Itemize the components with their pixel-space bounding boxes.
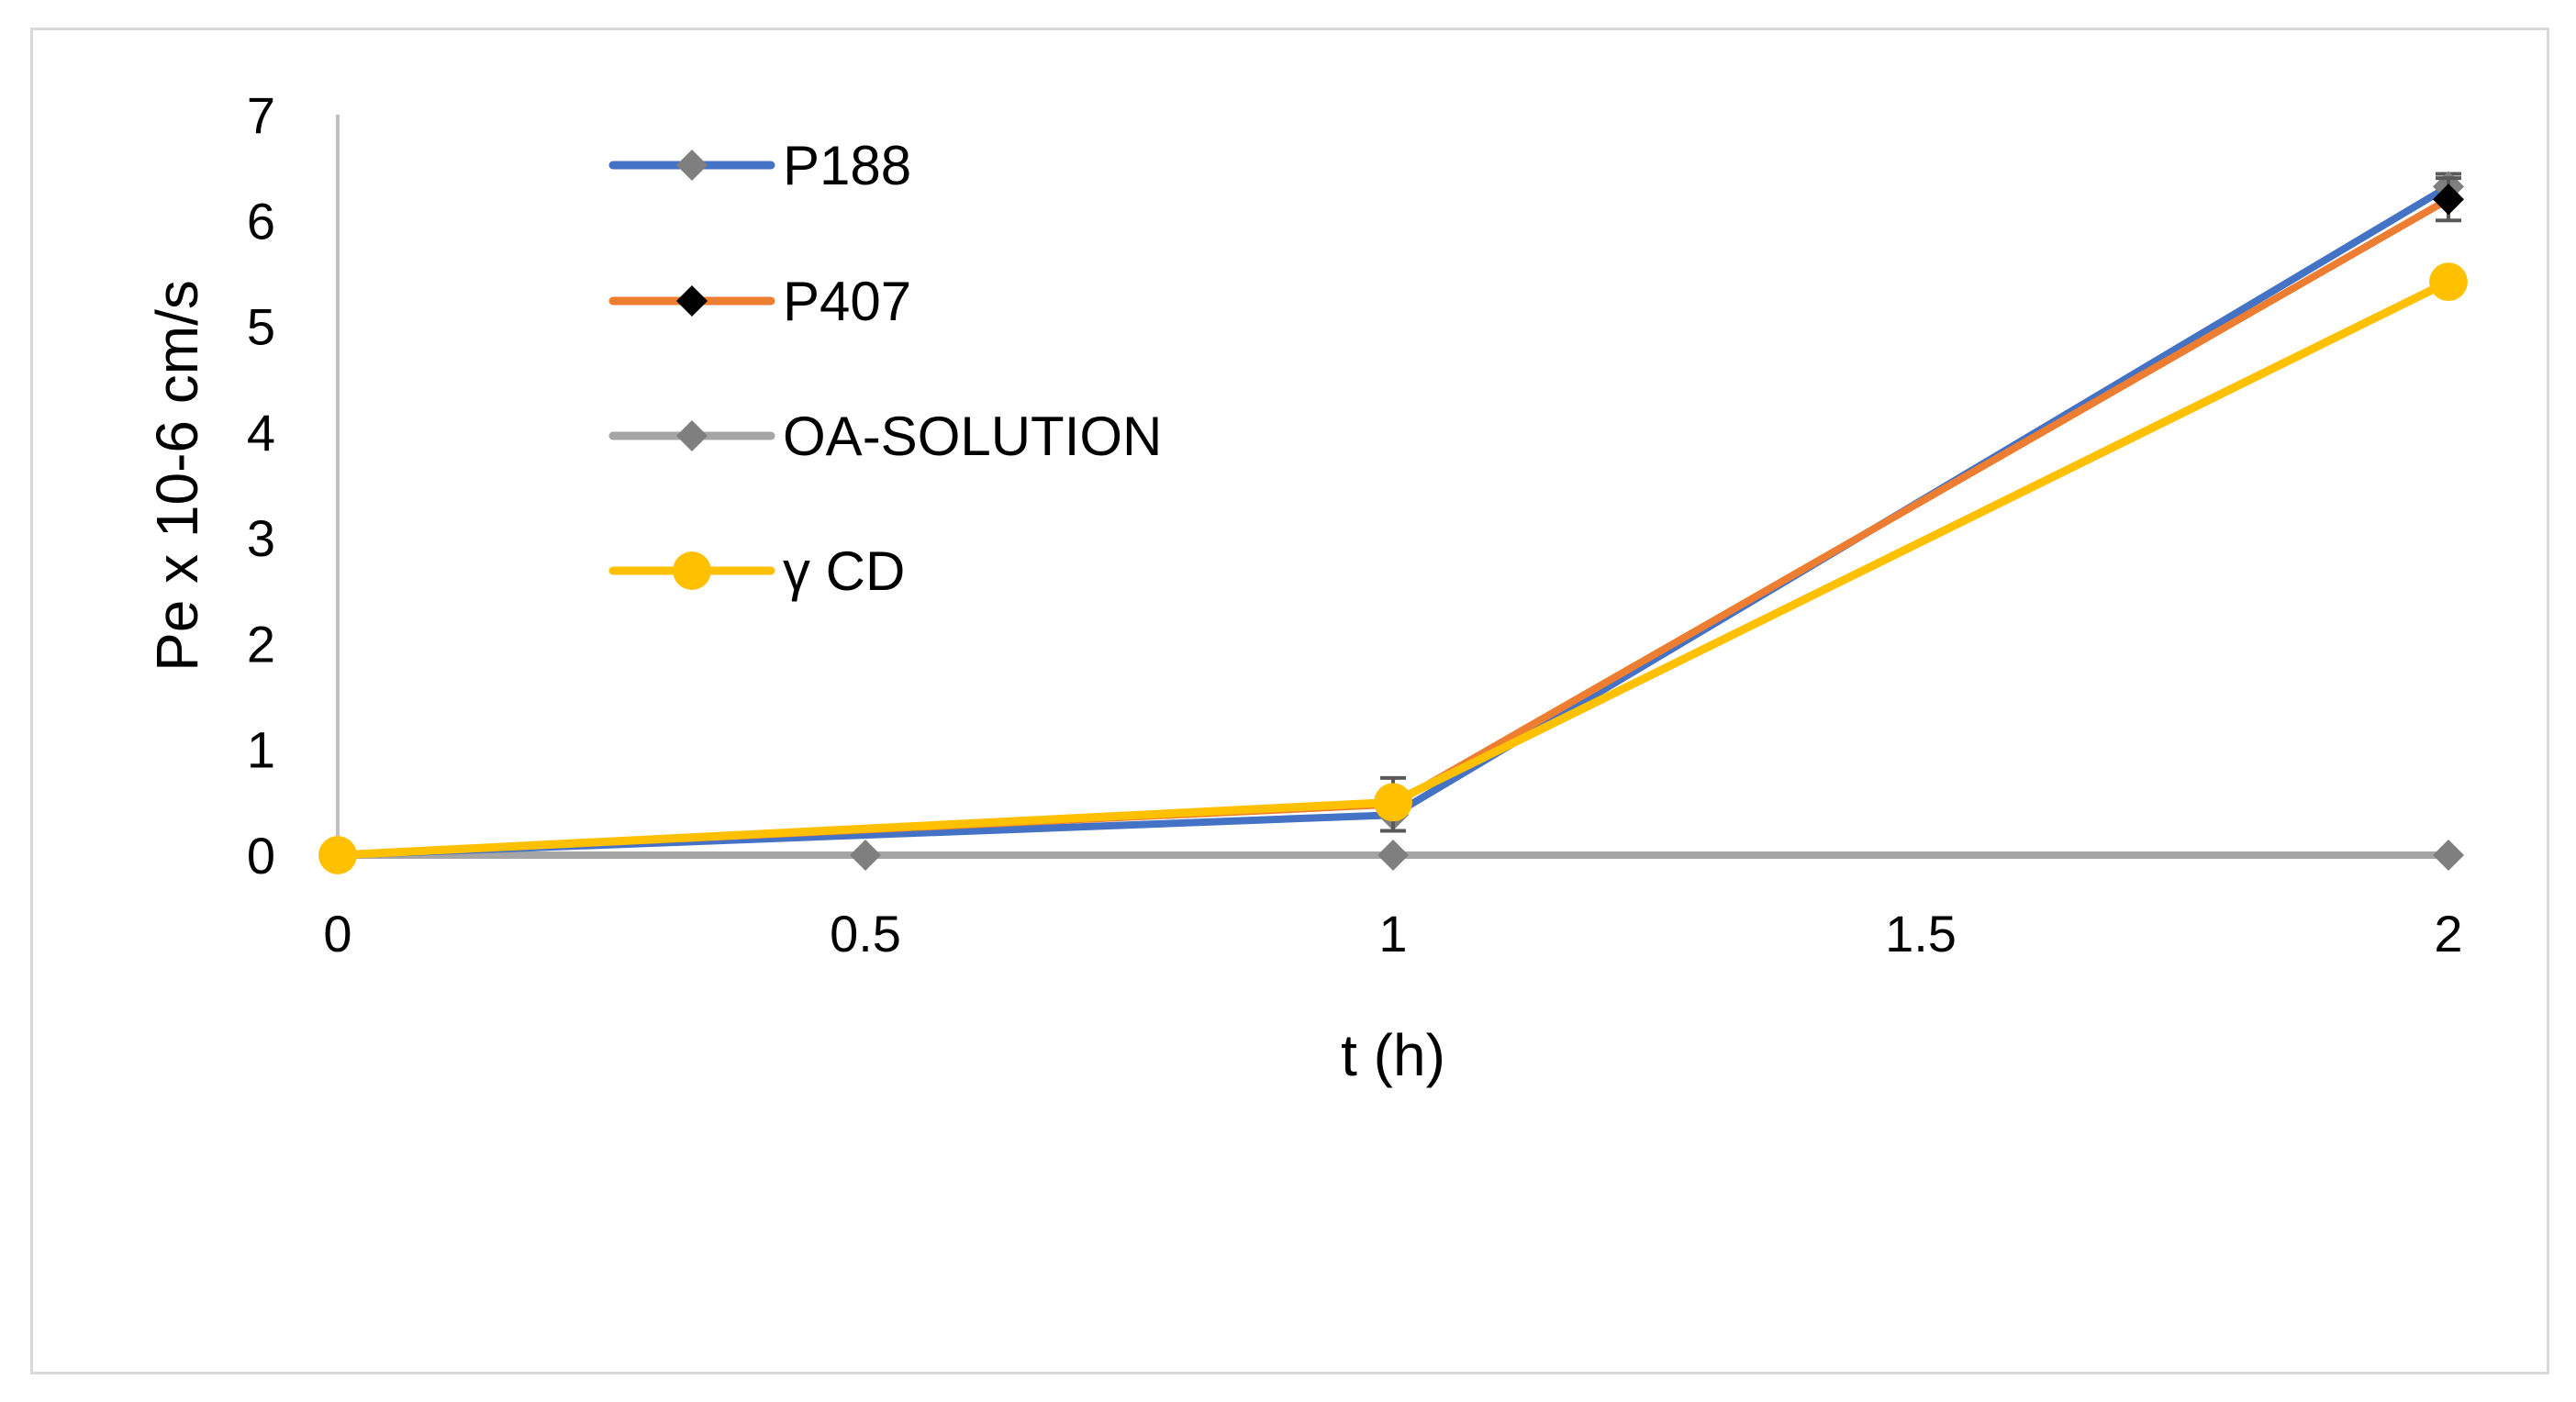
y-tick-label: 1: [247, 721, 275, 779]
tick-labels: 0 0.5 1 1.5 2 0 1 2 3 4 5 6 7: [247, 86, 2463, 962]
x-tick-label: 1.5: [1885, 905, 1957, 962]
y-tick-label: 2: [247, 615, 275, 673]
legend-marker: [676, 150, 708, 181]
series-oa-solution: [322, 840, 2464, 871]
legend-item: γ CD: [608, 540, 905, 602]
series-lines: [318, 171, 2468, 874]
x-tick-label: 0.5: [830, 905, 901, 962]
y-tick-label: 6: [247, 192, 275, 250]
legend-item: P407: [608, 271, 911, 332]
series--cd: [318, 262, 2468, 874]
x-tick-label: 1: [1378, 905, 1407, 962]
x-tick-label: 2: [2434, 905, 2462, 962]
data-point: [2433, 184, 2464, 216]
legend-marker: [676, 420, 708, 451]
legend-item: OA-SOLUTION: [608, 406, 1162, 467]
series-p407: [322, 176, 2464, 871]
y-axis-title: Pe x 10-6 cm/s: [144, 280, 210, 672]
y-tick-label: 3: [247, 509, 275, 567]
data-point: [2429, 262, 2468, 302]
legend-label: γ CD: [783, 540, 905, 602]
y-tick-label: 5: [247, 298, 275, 356]
legend-label: P407: [783, 271, 911, 332]
data-point: [2433, 840, 2464, 871]
series-line: [337, 183, 2451, 859]
x-axis-title: t (h): [1341, 1022, 1445, 1088]
data-point: [318, 836, 357, 874]
axes: [336, 115, 2448, 857]
series-p188: [322, 171, 2464, 871]
chart-frame: [30, 28, 2549, 1374]
legend-marker: [676, 285, 708, 317]
data-point: [1374, 783, 1412, 822]
legend-label: P188: [783, 135, 911, 196]
legend-label: OA-SOLUTION: [783, 406, 1162, 467]
y-tick-label: 4: [247, 404, 275, 462]
data-point: [850, 840, 881, 871]
legend: P188 P407 OA-SOLUTION γ CD: [608, 135, 1162, 602]
x-tick-label: 0: [323, 905, 351, 962]
y-tick-label: 0: [247, 827, 275, 885]
y-tick-label: 7: [247, 86, 275, 144]
data-point: [1377, 840, 1409, 871]
legend-marker: [673, 551, 711, 590]
legend-item: P188: [608, 135, 911, 196]
